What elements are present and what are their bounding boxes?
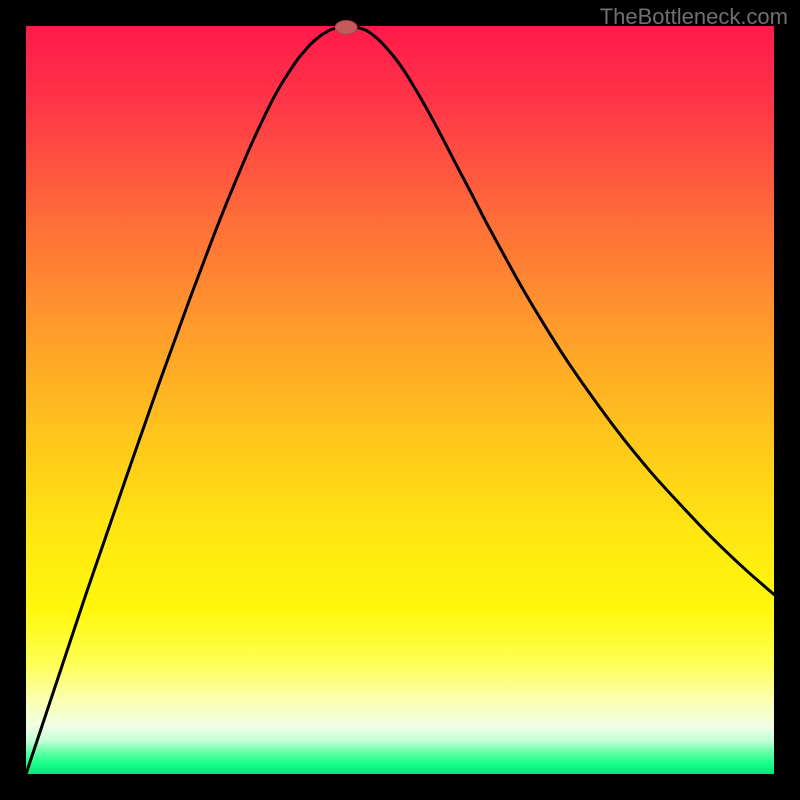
watermark-text: TheBottleneck.com <box>600 4 788 30</box>
chart-svg <box>0 0 800 800</box>
bottleneck-chart: TheBottleneck.com <box>0 0 800 800</box>
optimal-point-marker <box>335 20 357 34</box>
plot-background <box>26 26 774 774</box>
